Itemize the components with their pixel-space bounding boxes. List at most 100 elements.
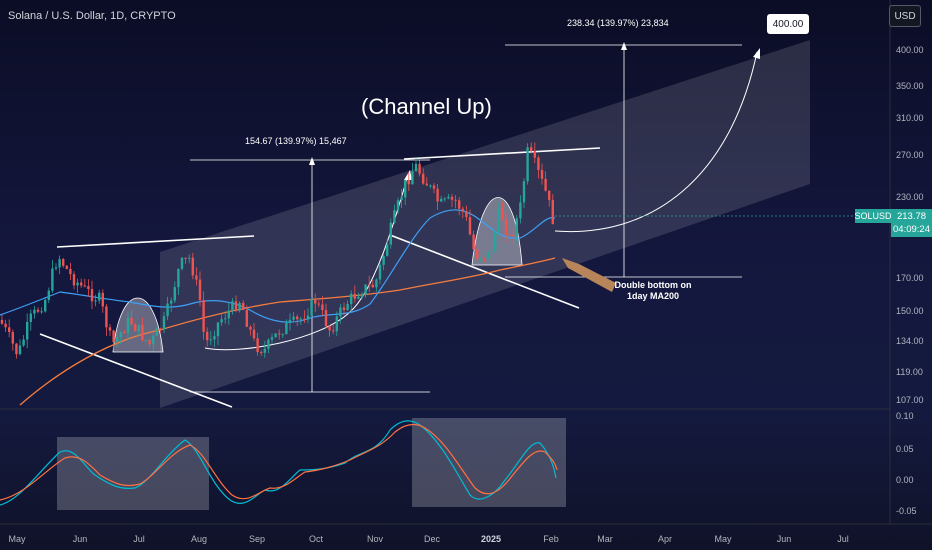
candle-body xyxy=(360,294,364,297)
candle-body xyxy=(515,218,518,237)
candle-body xyxy=(155,328,158,336)
hump-right xyxy=(471,197,523,266)
candle-body xyxy=(130,317,133,325)
candle-body xyxy=(490,250,493,252)
time-tick: Mar xyxy=(597,534,613,544)
candle-body xyxy=(288,319,292,323)
last-price-value: 213.78 xyxy=(896,211,927,222)
candle-body xyxy=(303,318,306,320)
candle-body xyxy=(101,292,104,307)
candle-body xyxy=(533,151,536,158)
candle-body xyxy=(51,268,54,291)
candle-body xyxy=(299,318,302,320)
candle-body xyxy=(144,339,148,341)
indicator-tick: -0.05 xyxy=(896,506,917,516)
candle-body xyxy=(425,183,428,186)
candle-body xyxy=(497,208,500,232)
symbol-header: Solana / U.S. Dollar, 1D, CRYPTO xyxy=(8,10,176,22)
candle-body xyxy=(162,316,166,330)
candle-body xyxy=(184,257,187,259)
candle-body xyxy=(83,285,86,287)
candle-body xyxy=(263,348,266,353)
candle-body xyxy=(249,326,252,330)
candle-body xyxy=(443,198,446,200)
price-tick: 350.00 xyxy=(896,81,924,91)
candle-body xyxy=(461,208,464,212)
candle-body xyxy=(447,196,450,199)
candle-body xyxy=(472,234,475,250)
candle-body xyxy=(440,198,443,202)
time-tick: Jun xyxy=(776,534,792,544)
measure-label-1: 154.67 (139.97%) 15,467 xyxy=(245,136,347,146)
candle-body xyxy=(368,284,371,286)
candle-body xyxy=(159,328,162,330)
candle-body xyxy=(216,322,220,337)
candle-body xyxy=(72,274,76,286)
candle-body xyxy=(537,157,540,170)
candle-body xyxy=(332,330,335,332)
candle-body xyxy=(166,303,169,317)
candle-body xyxy=(454,199,457,201)
currency-button[interactable]: USD xyxy=(889,5,921,27)
candle-body xyxy=(476,249,479,259)
candle-body xyxy=(40,311,43,313)
time-tick: Jul xyxy=(837,534,849,544)
candle-body xyxy=(551,199,554,225)
candle-body xyxy=(8,327,11,332)
candle-body xyxy=(450,196,454,200)
candle-body xyxy=(245,309,248,327)
candle-body xyxy=(346,303,349,311)
candle-body xyxy=(26,321,29,340)
candle-body xyxy=(468,217,472,235)
candle-body xyxy=(206,331,209,341)
hump-left xyxy=(112,297,164,353)
candle-body xyxy=(436,188,439,202)
time-tick: Sep xyxy=(248,534,266,544)
candle-body xyxy=(339,307,342,317)
candle-body xyxy=(202,299,205,332)
candle-body xyxy=(310,298,313,316)
candle-body xyxy=(87,286,90,290)
candle-body xyxy=(540,169,544,179)
candle-body xyxy=(335,316,338,332)
candle-body xyxy=(404,179,407,198)
candle-body xyxy=(112,330,115,342)
trendlines xyxy=(39,147,601,408)
countdown-timer: 04:09:24 xyxy=(893,224,930,235)
candle-body xyxy=(375,279,378,288)
candle-body xyxy=(267,339,270,349)
price-tick: 107.00 xyxy=(896,395,924,405)
candle-body xyxy=(209,339,212,341)
candle-body xyxy=(378,264,382,280)
candle-body xyxy=(76,282,79,286)
candle-body xyxy=(256,338,259,353)
price-tick: 230.00 xyxy=(896,192,924,202)
candle-body xyxy=(281,334,284,336)
candle-body xyxy=(234,301,238,311)
price-tick: 310.00 xyxy=(896,113,924,123)
candle-body xyxy=(224,318,227,320)
oscillator-slow-line xyxy=(0,423,558,501)
candle-body xyxy=(44,299,47,312)
candle-body xyxy=(191,257,194,276)
candle-body xyxy=(231,301,234,311)
last-price-box: 213.78 04:09:24 xyxy=(891,209,932,237)
candle-body xyxy=(170,300,173,304)
candle-body xyxy=(530,147,533,152)
candle-body xyxy=(278,333,281,335)
candle-body xyxy=(134,324,137,332)
price-tick: 119.00 xyxy=(896,367,923,377)
candle-body xyxy=(198,279,202,300)
candle-body xyxy=(353,293,356,299)
candle-body xyxy=(4,323,7,328)
candle-body xyxy=(62,259,65,266)
candle-body xyxy=(429,185,432,187)
time-tick-year: 2025 xyxy=(480,534,502,544)
time-tick: May xyxy=(714,534,732,544)
price-tick: 134.00 xyxy=(896,336,924,346)
candle-body xyxy=(108,327,112,331)
candle-body xyxy=(393,210,396,223)
candle-body xyxy=(220,319,223,323)
